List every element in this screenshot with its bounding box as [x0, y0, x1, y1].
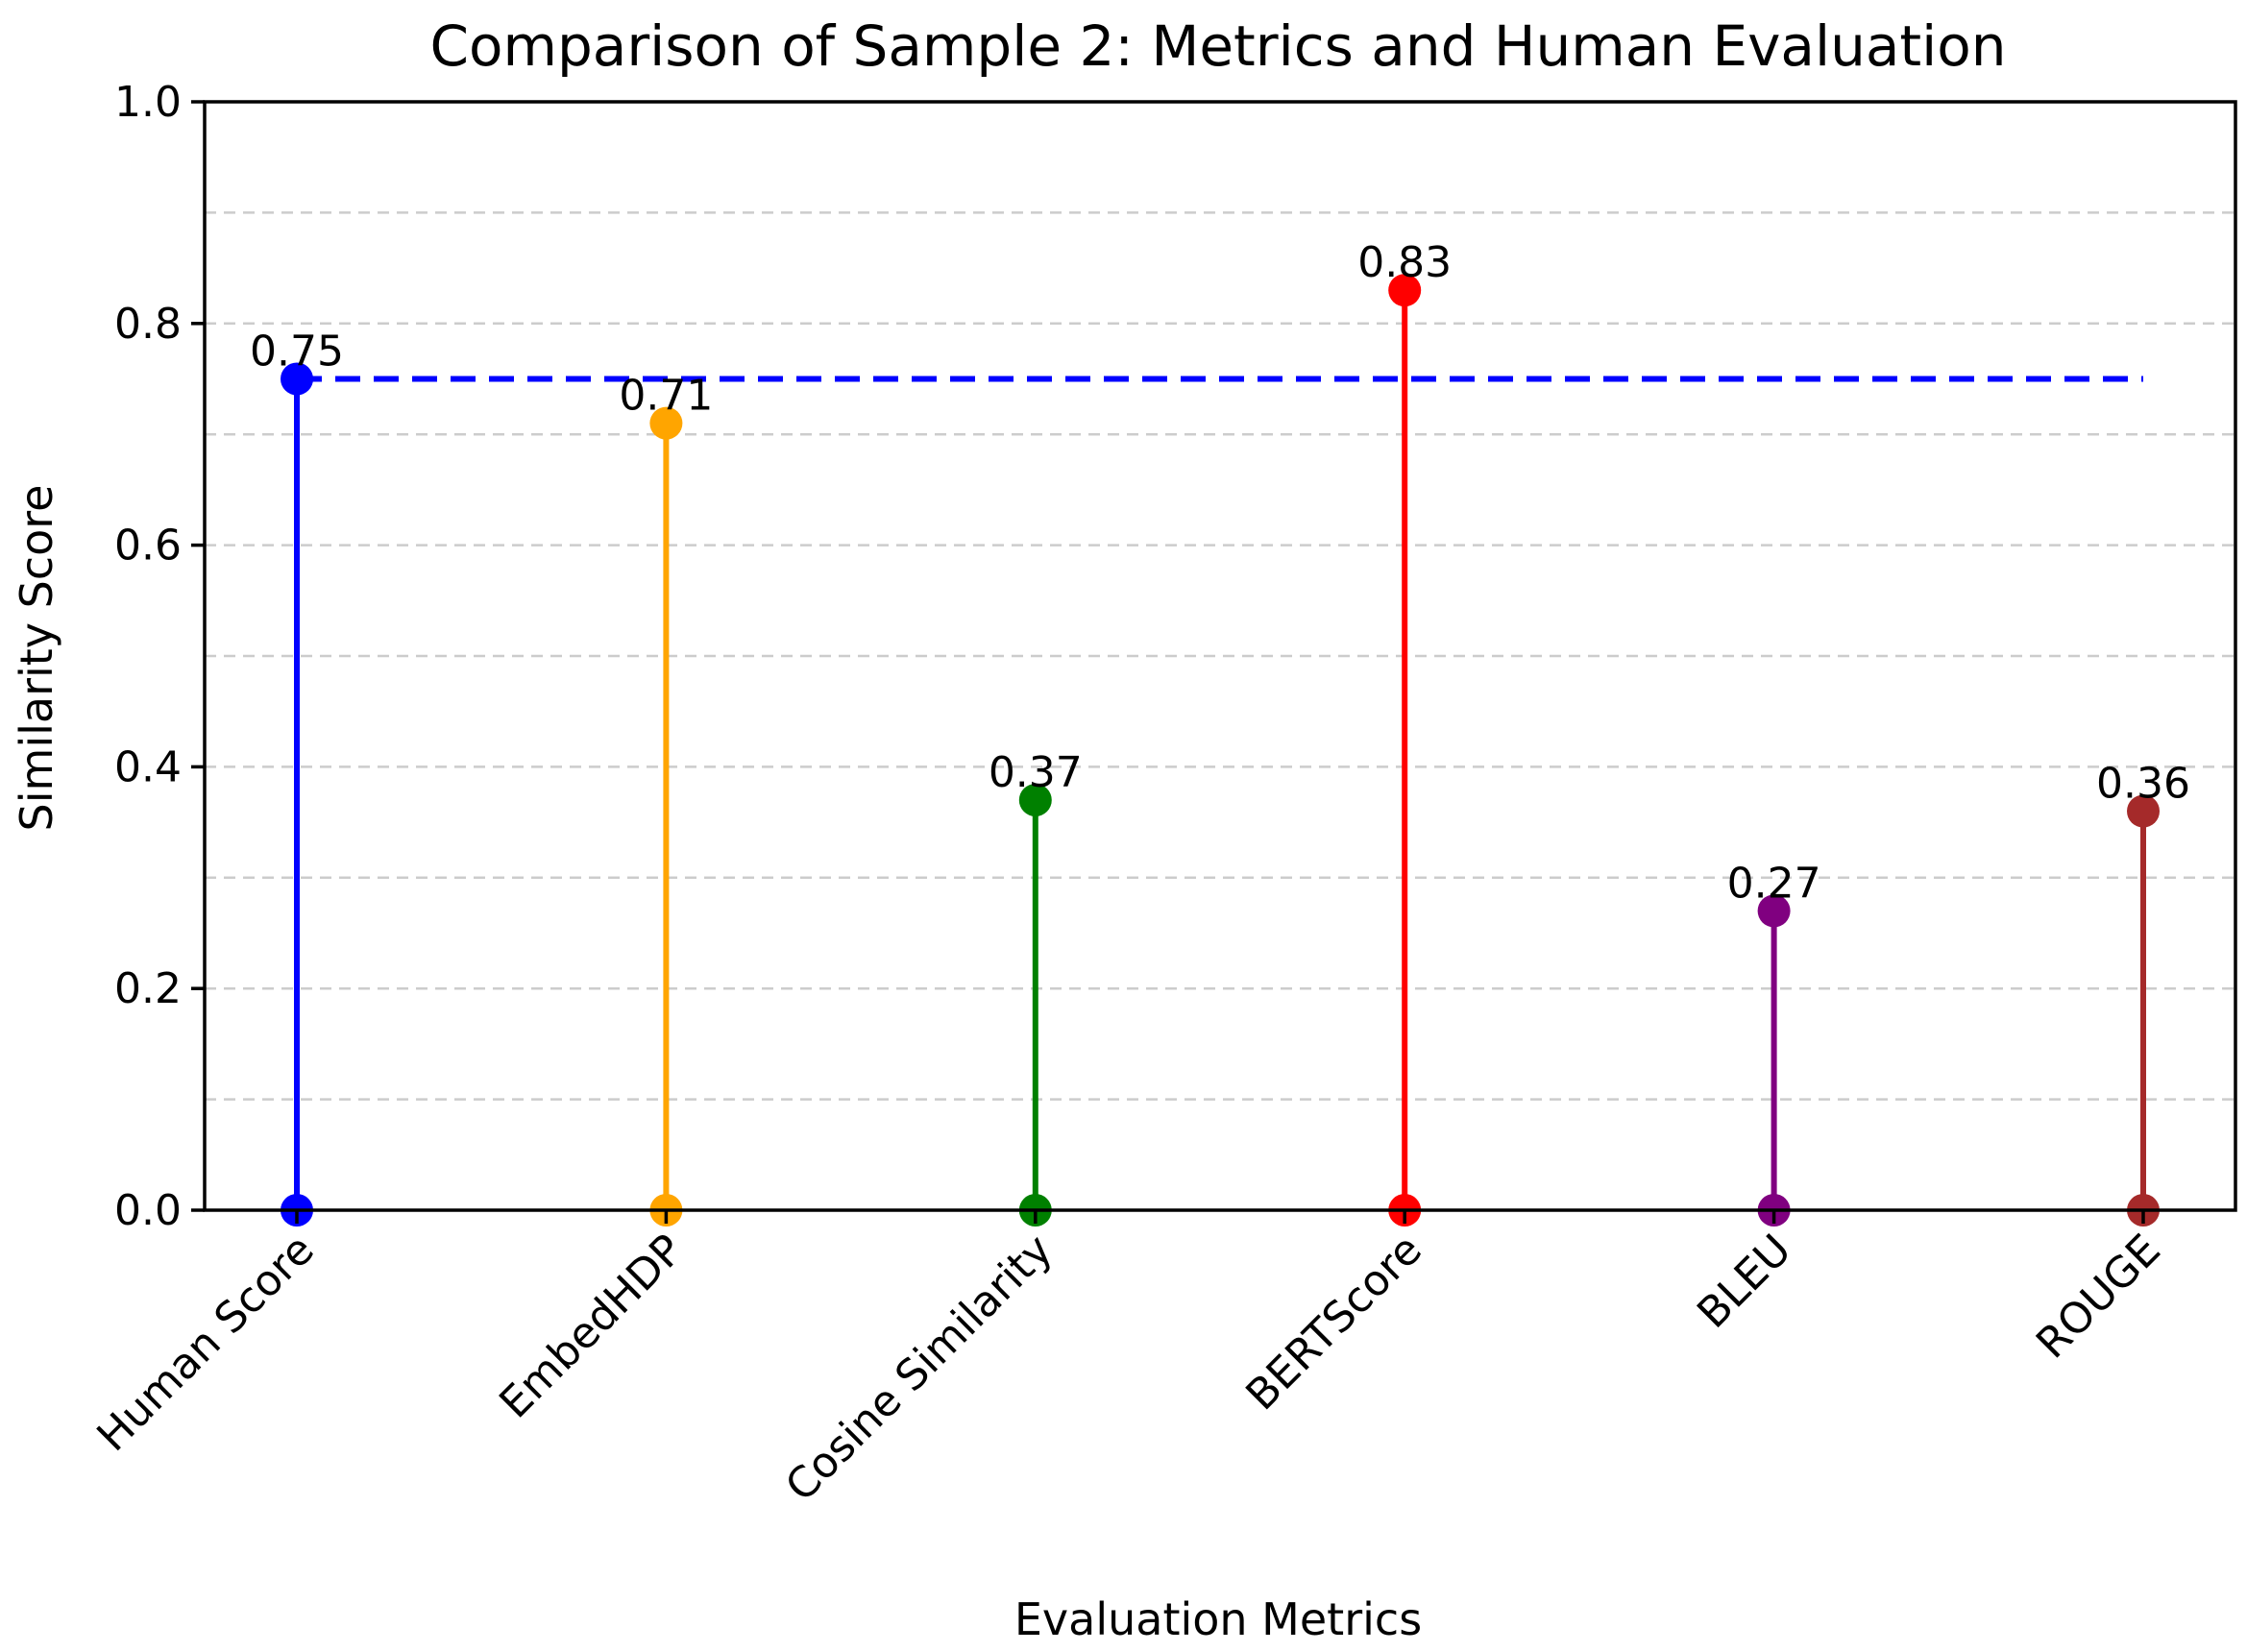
- marker-layer: [281, 274, 2160, 1227]
- grid-layer: [205, 211, 2235, 1101]
- x-axis-ticks: Human Score EmbedHDP Cosine Similarity BERT…: [87, 1210, 2170, 1512]
- stem-head-marker: [1018, 784, 1052, 817]
- stem-head-marker: [2127, 794, 2160, 828]
- data-label-layer: 0.75 0.71 0.37 0.83 0.27 0.36: [250, 238, 2190, 908]
- y-tick-label: 0.6: [114, 522, 182, 571]
- y-axis-ticks: 0.0 0.2 0.4 0.6 0.8 1.0: [114, 78, 205, 1235]
- stem-head-marker: [1757, 894, 1791, 928]
- stem-head-marker: [649, 406, 683, 440]
- y-tick-label: 0.0: [114, 1186, 182, 1235]
- y-axis-label: Similarity Score: [11, 485, 62, 832]
- x-tick-label: Cosine Similarity: [776, 1226, 1062, 1512]
- y-tick-label: 1.0: [114, 78, 182, 127]
- x-tick-label: BLEU: [1688, 1226, 1800, 1338]
- stem-head-marker: [1388, 274, 1422, 307]
- y-tick-label: 0.4: [114, 742, 182, 791]
- data-label: 0.83: [1357, 238, 1452, 287]
- x-axis-label: Evaluation Metrics: [1014, 1593, 1422, 1645]
- plot-frame: [203, 100, 2237, 1212]
- x-tick-label: Human Score: [87, 1226, 323, 1461]
- chart-title: Comparison of Sample 2: Metrics and Huma…: [430, 13, 2007, 79]
- y-tick-label: 0.8: [114, 300, 182, 349]
- data-label: 0.36: [2096, 760, 2190, 809]
- data-label: 0.37: [989, 748, 1083, 797]
- data-label: 0.71: [619, 372, 713, 421]
- y-tick-label: 0.2: [114, 964, 182, 1013]
- stem-head-marker: [281, 362, 313, 396]
- x-tick-label: EmbedHDP: [490, 1226, 693, 1428]
- stem-layer: [294, 290, 2146, 1210]
- data-label: 0.27: [1727, 859, 1821, 908]
- x-tick-label: BERTScore: [1236, 1226, 1431, 1421]
- data-label: 0.75: [250, 328, 344, 377]
- x-tick-label: ROUGE: [2027, 1226, 2170, 1369]
